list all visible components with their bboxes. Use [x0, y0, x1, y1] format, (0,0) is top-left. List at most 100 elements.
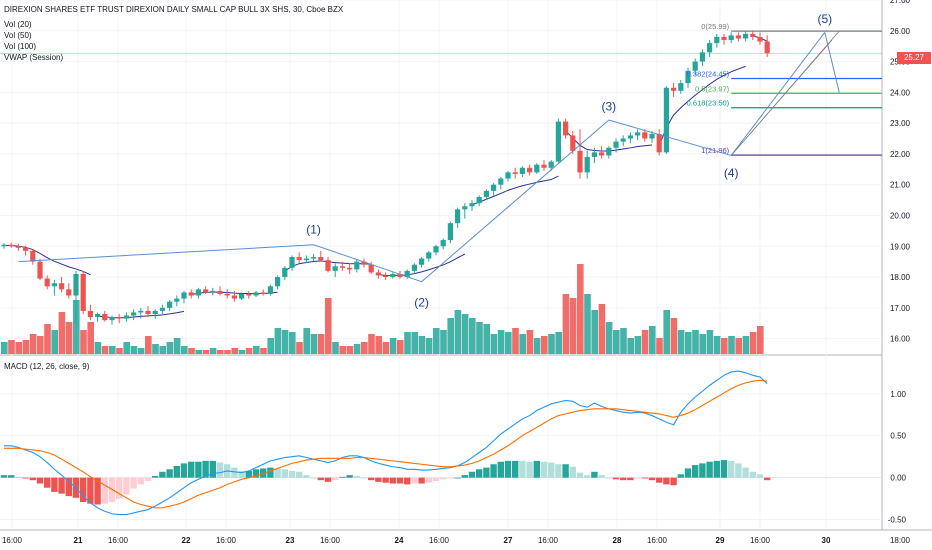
price-tick-label: 26.00: [890, 27, 911, 36]
candle-body: [483, 190, 489, 198]
price-tick-label: 20.00: [890, 211, 911, 220]
volume-bar: [195, 350, 202, 354]
candle-body: [267, 286, 273, 294]
candle-body: [498, 178, 504, 185]
volume-bar: [202, 350, 210, 354]
candle-body: [80, 273, 86, 311]
macd-histogram-bar: [591, 471, 598, 478]
macd-histogram-bar: [202, 460, 209, 478]
candle-body: [311, 257, 317, 259]
elliott-wave-path: [824, 32, 840, 93]
candle-body: [491, 184, 497, 191]
macd-histogram-bar: [440, 477, 447, 480]
macd-histogram-bar: [29, 477, 36, 481]
candle-body: [246, 293, 252, 296]
elliott-wave-path: [18, 32, 826, 283]
chart-title: DIREXION SHARES ETF TRUST DIREXION DAILY…: [4, 5, 344, 14]
volume-bar: [728, 336, 735, 354]
volume-bar: [677, 330, 685, 354]
candle-body: [476, 197, 482, 204]
macd-histogram-bar: [648, 477, 656, 481]
macd-histogram-bar: [209, 460, 216, 478]
macd-histogram-bar: [461, 475, 468, 478]
candle-body: [591, 152, 597, 157]
volume-bar: [181, 346, 188, 354]
volume-bar: [130, 346, 138, 354]
macd-histogram-bar: [36, 477, 44, 484]
candle-body: [699, 52, 705, 62]
macd-histogram-bar: [548, 462, 555, 478]
volume-bar: [641, 330, 649, 354]
wave-label: (2): [414, 295, 429, 309]
candle-body: [23, 247, 29, 251]
wave-label: (5): [817, 12, 832, 26]
candle-body: [217, 290, 223, 294]
candle-body: [728, 35, 734, 41]
macd-histogram-bar: [252, 469, 260, 478]
macd-histogram-bar: [159, 471, 166, 478]
volume-bar: [562, 294, 570, 354]
volume-bar: [469, 318, 476, 354]
candle-body: [757, 36, 763, 42]
macd-histogram-bar: [188, 461, 195, 478]
price-tick-label: 17.00: [890, 304, 911, 313]
macd-histogram-bar: [80, 477, 87, 502]
volume-bar: [209, 348, 217, 354]
macd-histogram-bar: [612, 477, 620, 480]
macd-histogram-bar: [490, 464, 497, 478]
macd-histogram-bar: [620, 477, 627, 481]
price-tick-label: 22.00: [890, 150, 911, 159]
candle-body: [51, 283, 57, 287]
macd-histogram-bar: [504, 460, 512, 478]
macd-histogram-bar: [742, 467, 749, 478]
time-tick-label: 16:00: [750, 536, 771, 545]
volume-bar: [685, 332, 692, 354]
macd-histogram-bar: [245, 470, 252, 478]
time-tick-label: 21: [74, 536, 83, 545]
macd-histogram-bar: [238, 470, 245, 478]
candle-body: [714, 36, 720, 44]
volume-bar: [188, 348, 195, 354]
macd-histogram-bar: [684, 468, 692, 478]
macd-histogram-bar: [332, 477, 339, 481]
volume-bar: [346, 346, 354, 354]
volume-bar: [555, 332, 562, 354]
macd-histogram-bar: [15, 476, 22, 478]
macd-histogram-bar: [735, 463, 742, 478]
candle-body: [95, 313, 101, 318]
volume-bar: [433, 328, 440, 354]
time-tick-label: 16:00: [647, 536, 668, 545]
volume-bar: [497, 330, 505, 354]
macd-histogram-bar: [8, 475, 15, 478]
volume-bar: [663, 310, 670, 354]
volume-bar: [425, 338, 433, 354]
candle-body: [87, 310, 93, 318]
candle-body: [505, 172, 511, 179]
candle-body: [59, 283, 65, 290]
volume-bar: [454, 310, 462, 354]
candle-body: [541, 164, 547, 168]
volume-bar: [613, 330, 620, 354]
volume-bar: [533, 338, 541, 354]
volume-bar: [397, 340, 404, 354]
candle-body: [383, 275, 389, 278]
volume-bar: [281, 330, 289, 354]
candle-body: [174, 298, 180, 302]
candle-body: [663, 87, 669, 153]
candle-body: [570, 135, 576, 151]
macd-histogram-bar: [101, 477, 108, 504]
volume-bar: [94, 342, 102, 354]
macd-histogram-bar: [195, 461, 202, 478]
macd-histogram-bar: [339, 476, 346, 478]
candle-body: [318, 257, 324, 261]
volume-bar: [245, 348, 253, 354]
macd-histogram-bar: [447, 477, 454, 479]
volume-bar: [289, 332, 296, 354]
macd-histogram-bar: [231, 467, 238, 478]
volume-bar: [735, 338, 742, 354]
macd-histogram-bar: [641, 477, 648, 479]
volume-bar: [699, 334, 706, 354]
candle-body: [275, 277, 281, 287]
